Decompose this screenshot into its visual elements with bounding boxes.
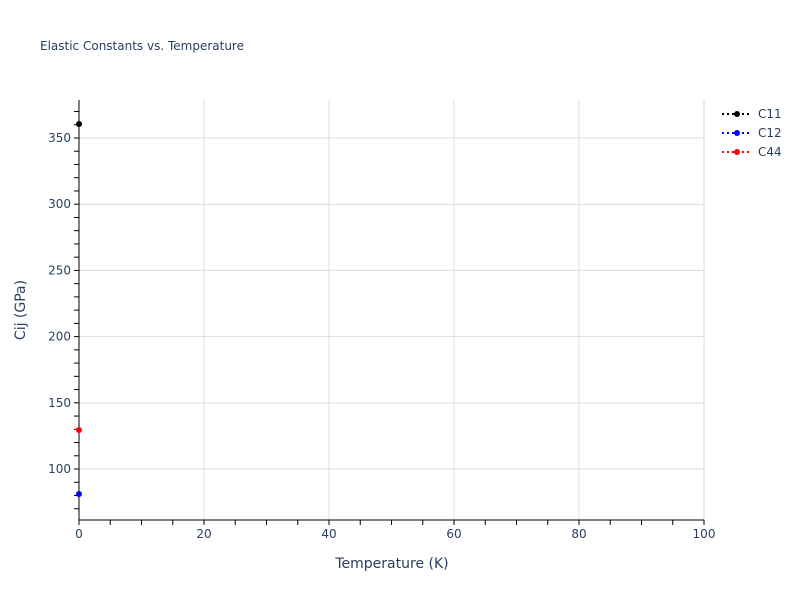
y-tick-label: 200 <box>48 330 71 344</box>
y-tick-label: 150 <box>48 396 71 410</box>
x-tick-label: 100 <box>693 527 716 541</box>
x-axis-label: Temperature (K) <box>334 556 448 572</box>
y-axis-label: Cij (GPa) <box>13 280 29 340</box>
legend-marker-C44 <box>734 149 740 155</box>
x-tick-label: 0 <box>75 527 83 541</box>
legend-marker-C11 <box>734 111 740 117</box>
chart-title: Elastic Constants vs. Temperature <box>40 39 244 53</box>
legend-label-C12: C12 <box>758 126 782 140</box>
y-tick-label: 100 <box>48 462 71 476</box>
data-point-C12 <box>76 491 82 498</box>
y-tick-label: 300 <box>48 197 71 211</box>
data-point-C44 <box>76 426 82 433</box>
x-tick-label: 60 <box>446 527 461 541</box>
x-tick-label: 40 <box>321 527 336 541</box>
x-tick-label: 80 <box>571 527 586 541</box>
legend-label-C11: C11 <box>758 107 782 121</box>
y-tick-label: 350 <box>48 131 71 145</box>
legend-label-C44: C44 <box>758 145 782 159</box>
legend-marker-C12 <box>734 130 740 136</box>
data-point-C11 <box>76 120 82 127</box>
y-tick-label: 250 <box>48 263 71 277</box>
x-tick-label: 20 <box>196 527 211 541</box>
